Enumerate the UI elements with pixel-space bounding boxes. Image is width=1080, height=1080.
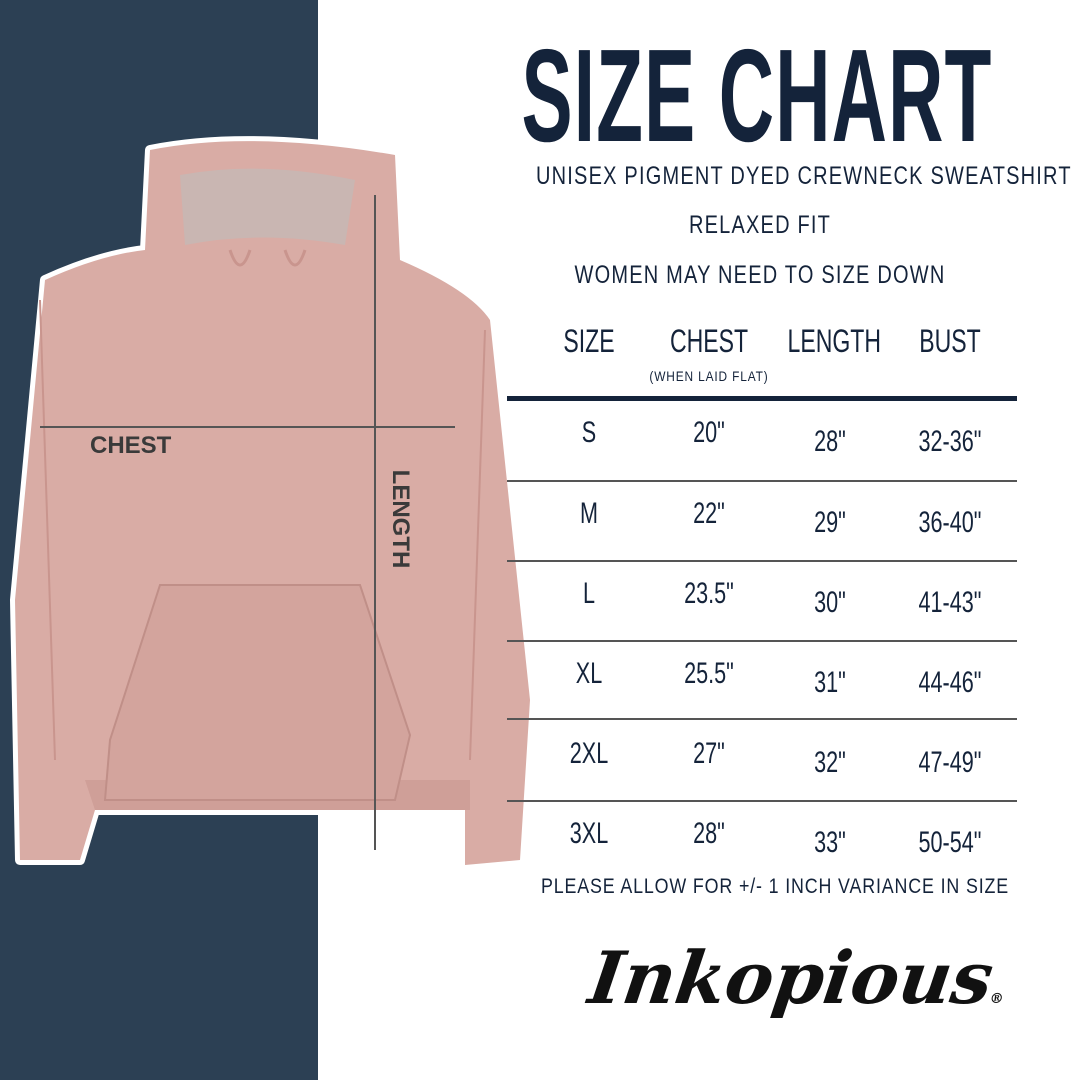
- cell-length: 28": [814, 425, 846, 458]
- length-label: LENGTH: [387, 469, 414, 569]
- cell-length: 31": [814, 666, 846, 699]
- inkopious-logo: Inkopious®: [584, 935, 1005, 1020]
- cell-chest: 27": [693, 737, 725, 770]
- header-bust: BUST: [919, 323, 981, 359]
- row-divider: [507, 800, 1017, 802]
- cell-size: S: [581, 416, 597, 449]
- cell-bust: 50-54": [918, 826, 982, 859]
- cell-length: 33": [814, 826, 846, 859]
- cell-length: 30": [814, 586, 846, 619]
- cell-bust: 41-43": [918, 586, 982, 619]
- row-divider: [507, 718, 1017, 720]
- subtitle-advice: WOMEN MAY NEED TO SIZE DOWN: [574, 261, 946, 289]
- header-length: LENGTH: [787, 323, 881, 359]
- cell-chest: 28": [693, 817, 725, 850]
- cell-size: XL: [575, 657, 603, 690]
- cell-chest: 25.5": [684, 657, 734, 690]
- cell-chest: 22": [693, 497, 725, 530]
- cell-length: 32": [814, 746, 846, 779]
- header-chest: CHEST: [669, 323, 749, 359]
- cell-size: 3XL: [569, 817, 609, 850]
- row-divider: [507, 480, 1017, 482]
- cell-size: L: [582, 577, 596, 610]
- cell-chest: 23.5": [684, 577, 734, 610]
- variance-note: PLEASE ALLOW FOR +/- 1 INCH VARIANCE IN …: [540, 875, 1010, 898]
- cell-bust: 44-46": [918, 666, 982, 699]
- subtitle-product: UNISEX PIGMENT DYED CREWNECK SWEATSHIRT: [536, 162, 1072, 190]
- row-divider: [507, 560, 1017, 562]
- cell-size: 2XL: [569, 737, 609, 770]
- cell-bust: 32-36": [918, 425, 982, 458]
- hoodie-image: [15, 141, 530, 866]
- cell-chest: 20": [693, 416, 725, 449]
- subtitle-fit: RELAXED FIT: [688, 211, 832, 239]
- cell-bust: 47-49": [918, 746, 982, 779]
- page-title: SIZE CHART: [521, 22, 993, 169]
- chest-label: CHEST: [90, 432, 172, 459]
- cell-bust: 36-40": [918, 506, 982, 539]
- header-rule: [507, 396, 1017, 401]
- chest-note: (WHEN LAID FLAT): [649, 368, 769, 384]
- cell-length: 29": [814, 506, 846, 539]
- cell-size: M: [580, 497, 598, 530]
- row-divider: [507, 640, 1017, 642]
- header-size: SIZE: [563, 323, 615, 359]
